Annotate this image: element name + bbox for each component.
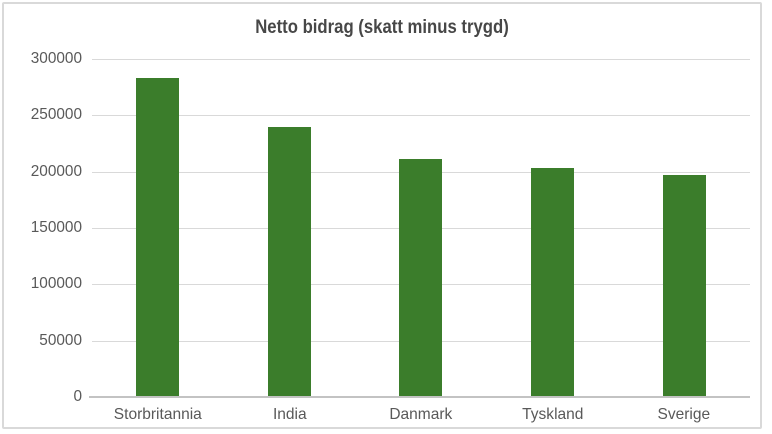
y-axis-tick-label: 300000 xyxy=(30,50,82,67)
bar-sverige xyxy=(662,175,706,397)
bar-slot xyxy=(92,59,224,397)
y-axis-tick-label: 100000 xyxy=(30,275,82,293)
x-axis-category-labels: Storbritannia India Danmark Tyskland Sverige xyxy=(92,406,750,424)
y-axis-tick-label: 50000 xyxy=(39,331,82,349)
x-axis-category-label: Sverige xyxy=(657,406,711,423)
gridline xyxy=(92,59,750,60)
bar-storbritannia xyxy=(136,78,180,397)
y-axis-tick-label: 0 xyxy=(73,388,82,405)
bar-slot xyxy=(224,59,356,397)
chart-title: Netto bidrag (skatt minus trygd) xyxy=(255,17,509,38)
y-axis-tick-label: 250000 xyxy=(30,106,82,124)
bar-slot xyxy=(355,59,487,397)
bar-series xyxy=(92,59,750,397)
y-axis-tick-label: 200000 xyxy=(30,162,82,180)
x-axis-category-label: Danmark xyxy=(389,406,453,423)
x-axis-category-label: India xyxy=(272,406,307,423)
y-axis-tick-label: 150000 xyxy=(30,219,82,236)
bar-danmark xyxy=(399,159,443,397)
bar-tyskland xyxy=(531,168,575,397)
bar-slot xyxy=(618,59,750,397)
x-axis-category-label: Storbritannia xyxy=(113,406,202,423)
gridline xyxy=(92,115,750,117)
chart-frame: Netto bidrag (skatt minus trygd) 0 50000 1… xyxy=(2,2,762,429)
x-axis-category-label: Tyskland xyxy=(521,406,584,423)
bar-india xyxy=(267,126,311,397)
x-axis-line xyxy=(89,396,750,398)
bar-slot xyxy=(487,59,619,397)
plot-area xyxy=(89,59,750,398)
